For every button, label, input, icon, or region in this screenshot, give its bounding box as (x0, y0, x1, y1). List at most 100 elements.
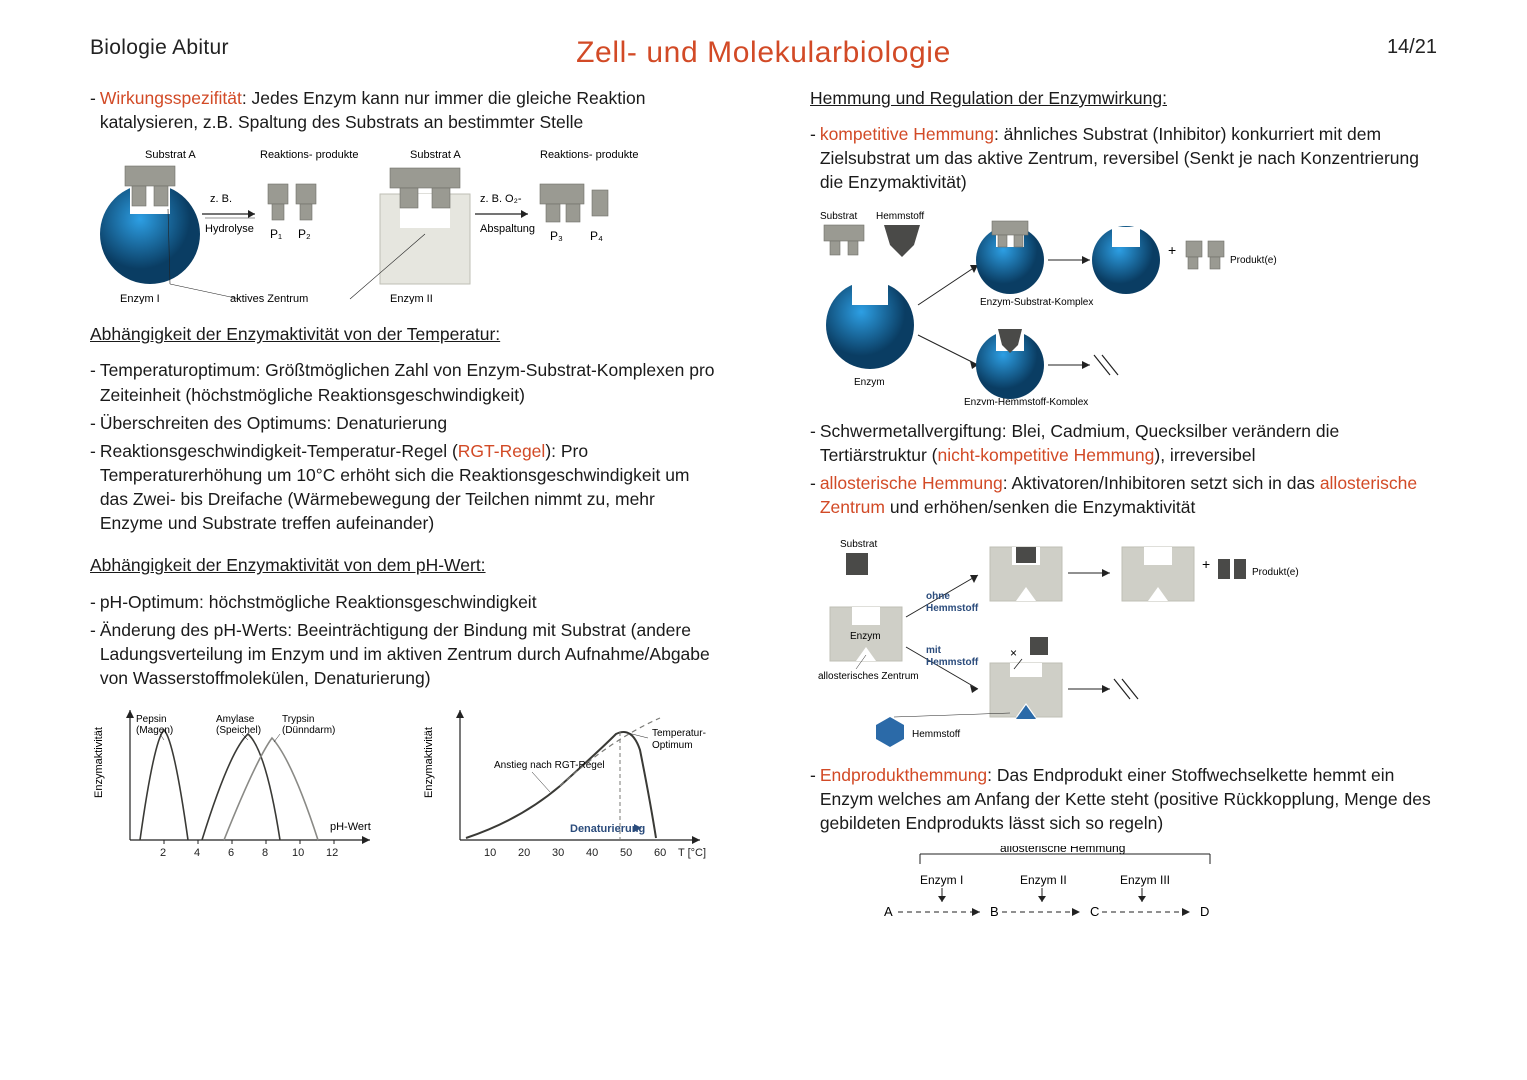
svg-text:Substrat A: Substrat A (145, 149, 196, 161)
figure-competitive: Substrat Hemmstoff Enzym (810, 205, 1437, 405)
svg-text:Substrat: Substrat (840, 539, 877, 550)
term-kompetitive: kompetitive Hemmung (820, 124, 994, 144)
term-allosterische: allosterische Hemmung (820, 473, 1003, 493)
svg-text:20: 20 (518, 847, 530, 859)
svg-text:Reaktions- produkte: Reaktions- produkte (260, 149, 358, 161)
svg-text:Produkt(e): Produkt(e) (1230, 255, 1277, 266)
term-nicht-kompetitive: nicht-kompetitive Hemmung (937, 445, 1154, 465)
right-column: Hemmung und Regulation der Enzymwirkung:… (810, 86, 1437, 940)
competitive-svg: Substrat Hemmstoff Enzym (810, 205, 1330, 405)
svg-text:Amylase: Amylase (216, 714, 255, 725)
svg-text:Enzym II: Enzym II (390, 293, 433, 304)
svg-text:Hydrolyse: Hydrolyse (205, 223, 254, 235)
svg-text:8: 8 (262, 847, 268, 859)
section-ph: Abhängigkeit der Enzymaktivität von dem … (90, 553, 720, 577)
svg-text:6: 6 (228, 847, 234, 859)
svg-text:allosterisches Zentrum: allosterisches Zentrum (818, 671, 919, 682)
svg-text:T [°C]: T [°C] (678, 847, 706, 859)
svg-text:B: B (990, 904, 999, 919)
figure-allosteric: Substrat Enzym allosterisches Zentrum oh… (810, 529, 1437, 749)
svg-text:Produkt(e): Produkt(e) (1252, 567, 1299, 578)
svg-text:Enzymaktivität: Enzymaktivität (423, 727, 435, 798)
svg-text:Enzym I: Enzym I (920, 873, 963, 887)
svg-text:Enzym III: Enzym III (1120, 873, 1170, 887)
svg-text:Temperatur-: Temperatur- (652, 728, 706, 739)
svg-text:+: + (1168, 242, 1176, 258)
svg-text:30: 30 (552, 847, 564, 859)
bullet-temp-optimum: -Temperaturoptimum: Größtmöglichen Zahl … (90, 358, 720, 406)
term-wirkungsspezifitat: Wirkungsspezifität (100, 88, 242, 108)
figure-feedback: allosterische Hemmung Enzym I Enzym II E… (870, 846, 1437, 926)
svg-text:Optimum: Optimum (652, 740, 693, 751)
svg-text:aktives Zentrum: aktives Zentrum (230, 293, 308, 304)
svg-text:A: A (884, 904, 893, 919)
svg-text:Enzymaktivität: Enzymaktivität (93, 727, 105, 798)
charts-row: 2 4 6 8 10 12 Pepsin (Magen) (90, 698, 720, 868)
feedback-svg: allosterische Hemmung Enzym I Enzym II E… (870, 846, 1250, 926)
bullet-wirkungsspezifitat: - Wirkungsspezifität: Jedes Enzym kann n… (90, 86, 720, 134)
page: Biologie Abitur Zell- und Molekularbiolo… (0, 0, 1527, 1080)
bullet-allosterisch: - allosterische Hemmung: Aktivatoren/Inh… (810, 471, 1437, 519)
svg-text:P₄: P₄ (590, 229, 603, 243)
svg-text:P₁: P₁ (270, 227, 282, 241)
bullet-kompetitive: - kompetitive Hemmung: ähnliches Substra… (810, 122, 1437, 194)
term-rgt: RGT-Regel (458, 441, 546, 461)
svg-text:Anstieg nach RGT-Regel: Anstieg nach RGT-Regel (494, 760, 605, 771)
svg-text:Pepsin: Pepsin (136, 714, 167, 725)
svg-text:50: 50 (620, 847, 632, 859)
svg-text:Enzym II: Enzym II (1020, 873, 1067, 887)
svg-text:10: 10 (292, 847, 304, 859)
svg-text:Denaturierung: Denaturierung (570, 823, 645, 835)
content-columns: - Wirkungsspezifität: Jedes Enzym kann n… (90, 86, 1437, 940)
svg-text:(Magen): (Magen) (136, 725, 173, 736)
svg-text:z. B.: z. B. (210, 193, 232, 205)
svg-text:Substrat A: Substrat A (410, 149, 461, 161)
svg-text:Hemmstoff: Hemmstoff (926, 603, 979, 614)
svg-text:40: 40 (586, 847, 598, 859)
svg-text:pH-Wert: pH-Wert (330, 821, 371, 833)
svg-text:10: 10 (484, 847, 496, 859)
svg-text:×: × (1010, 646, 1017, 660)
bullet-schwermetall: - Schwermetallvergiftung: Blei, Cadmium,… (810, 419, 1437, 467)
svg-text:P₃: P₃ (550, 229, 563, 243)
header-left: Biologie Abitur (90, 36, 229, 60)
svg-text:Hemmstoff: Hemmstoff (926, 657, 979, 668)
allosteric-svg: Substrat Enzym allosterisches Zentrum oh… (810, 529, 1330, 749)
bullet-rgt: - Reaktionsgeschwindigkeit-Temperatur-Re… (90, 439, 720, 536)
svg-text:(Speichel): (Speichel) (216, 725, 261, 736)
enzyme-specificity-svg: Substrat A Reaktions- produkte Substrat … (90, 144, 650, 304)
svg-text:Abspaltung: Abspaltung (480, 223, 535, 235)
svg-text:z. B. O₂-: z. B. O₂- (480, 193, 522, 205)
svg-text:4: 4 (194, 847, 200, 859)
figure-enzyme-specificity: Substrat A Reaktions- produkte Substrat … (90, 144, 720, 304)
page-number: 14/21 (1387, 36, 1437, 59)
svg-text:Reaktions- produkte: Reaktions- produkte (540, 149, 638, 161)
left-column: - Wirkungsspezifität: Jedes Enzym kann n… (90, 86, 720, 940)
svg-text:Enzym-Hemmstoff-Komplex: Enzym-Hemmstoff-Komplex (964, 397, 1088, 405)
temperature-chart: 10 20 30 40 50 60 T [°C] Anstieg nach RGT-R… (420, 698, 720, 868)
page-header: Biologie Abitur Zell- und Molekularbiolo… (90, 36, 1437, 60)
bullet-ph-change: -Änderung des pH-Werts: Beeinträchtigung… (90, 618, 720, 690)
svg-text:Hemmstoff: Hemmstoff (876, 211, 924, 222)
svg-text:Enzym: Enzym (850, 631, 881, 642)
svg-text:(Dünndarm): (Dünndarm) (282, 725, 335, 736)
svg-text:Substrat: Substrat (820, 211, 857, 222)
svg-text:allosterische Hemmung: allosterische Hemmung (1000, 846, 1125, 855)
header-title: Zell- und Molekularbiologie (576, 36, 951, 70)
svg-text:Hemmstoff: Hemmstoff (912, 729, 960, 740)
svg-text:ohne: ohne (926, 591, 950, 602)
svg-text:60: 60 (654, 847, 666, 859)
bullet-ph-optimum: -pH-Optimum: höchstmögliche Reaktionsges… (90, 590, 720, 614)
bullet-endprodukt: - Endprodukthemmung: Das Endprodukt eine… (810, 763, 1437, 835)
bullet-temp-denat: -Überschreiten des Optimums: Denaturieru… (90, 411, 720, 435)
svg-text:2: 2 (160, 847, 166, 859)
svg-text:Enzym I: Enzym I (120, 293, 160, 304)
svg-text:mit: mit (926, 645, 942, 656)
svg-text:C: C (1090, 904, 1099, 919)
svg-text:Trypsin: Trypsin (282, 714, 314, 725)
svg-text:Enzym: Enzym (854, 377, 885, 388)
section-temperature: Abhängigkeit der Enzymaktivität von der … (90, 322, 720, 346)
ph-chart: 2 4 6 8 10 12 Pepsin (Magen) (90, 698, 390, 868)
svg-text:12: 12 (326, 847, 338, 859)
term-endprodukt: Endprodukthemmung (820, 765, 987, 785)
